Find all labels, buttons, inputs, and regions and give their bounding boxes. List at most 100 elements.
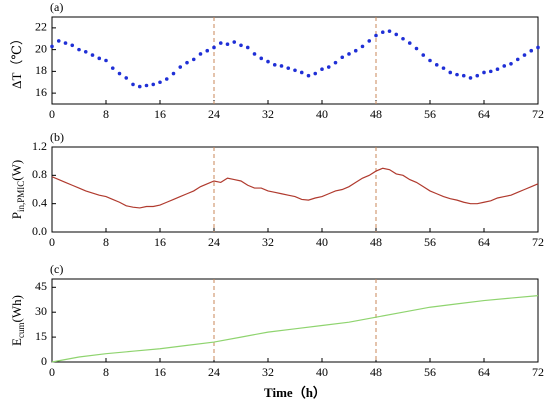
- y-tick-label: 45: [35, 279, 47, 293]
- data-point: [178, 65, 183, 69]
- x-tick-label: 24: [208, 235, 220, 249]
- panel-label: (b): [50, 130, 64, 144]
- data-point: [279, 64, 284, 68]
- data-point: [522, 53, 527, 57]
- y-label-main: P: [9, 212, 24, 219]
- data-point: [239, 43, 243, 48]
- x-tick-label: 0: [49, 365, 55, 379]
- data-point: [333, 60, 338, 65]
- plot-frame: [51, 146, 539, 233]
- data-point: [367, 39, 372, 43]
- x-tick-label: 48: [370, 107, 382, 121]
- data-point: [488, 69, 493, 74]
- x-tick-label: 16: [154, 235, 166, 249]
- data-point: [495, 67, 500, 71]
- data-point: [306, 73, 311, 78]
- x-tick-label: 24: [208, 107, 220, 121]
- y-tick-label: 1.2: [32, 139, 47, 153]
- data-point: [158, 80, 162, 85]
- y-axis-label: Ecum(Wh): [9, 295, 26, 346]
- x-tick-label: 32: [262, 235, 274, 249]
- y-tick-label: 20: [35, 41, 47, 55]
- data-point: [144, 83, 149, 88]
- x-tick-label: 40: [316, 235, 328, 249]
- x-tick-label: 40: [316, 365, 328, 379]
- data-point: [414, 46, 419, 51]
- y-tick-label: 18: [35, 63, 47, 77]
- panel-label: (a): [50, 0, 63, 14]
- data-point: [536, 45, 540, 50]
- data-point: [286, 66, 291, 70]
- data-point: [502, 64, 507, 68]
- data-point: [164, 77, 169, 81]
- data-point: [50, 44, 54, 49]
- data-point: [83, 50, 88, 54]
- data-point: [407, 41, 412, 45]
- data-point: [97, 56, 102, 61]
- data-point: [137, 84, 142, 89]
- data-point: [515, 57, 520, 62]
- data-point: [360, 44, 365, 49]
- y-axis-label: Pin,PMIC(W): [9, 160, 26, 219]
- y-axis-label: ΔT（℃）: [9, 32, 24, 89]
- y-label-sub: cum: [16, 322, 26, 338]
- x-tick-label: 0: [49, 107, 55, 121]
- x-tick-label: 48: [370, 235, 382, 249]
- data-point: [313, 71, 318, 76]
- data-point: [401, 36, 405, 41]
- data-point: [104, 58, 108, 63]
- x-tick-label: 8: [103, 107, 109, 121]
- data-point: [394, 32, 399, 37]
- data-point: [340, 55, 345, 60]
- data-point: [259, 56, 264, 61]
- x-tick-label: 0: [49, 235, 55, 249]
- data-point: [198, 52, 203, 56]
- y-tick-label: 0.4: [32, 195, 47, 209]
- x-tick-label: 56: [424, 107, 436, 121]
- y-tick-label: 16: [35, 85, 47, 99]
- x-tick-label: 16: [154, 107, 166, 121]
- data-point: [320, 67, 324, 71]
- data-point: [299, 70, 304, 75]
- data-point: [387, 29, 392, 33]
- data-point: [326, 65, 331, 69]
- x-tick-label: 64: [478, 365, 490, 379]
- y-tick-label: 15: [35, 329, 47, 343]
- data-point: [529, 48, 534, 53]
- data-line: [51, 295, 539, 363]
- data-point: [63, 41, 68, 45]
- x-tick-label: 40: [316, 107, 328, 121]
- data-point: [218, 41, 223, 45]
- y-tick-label: 0.8: [32, 167, 47, 181]
- data-line: [51, 167, 539, 209]
- data-point: [374, 33, 378, 38]
- data-point: [124, 76, 129, 80]
- data-point: [272, 63, 277, 67]
- data-point: [434, 63, 439, 67]
- data-point: [441, 66, 446, 70]
- data-point: [117, 71, 122, 76]
- y-tick-label: 30: [35, 304, 47, 318]
- data-point: [266, 59, 270, 64]
- data-point: [110, 66, 115, 70]
- data-point: [171, 71, 176, 76]
- y-label-unit: (Wh): [9, 295, 24, 322]
- data-point: [475, 73, 480, 78]
- x-tick-label: 8: [103, 235, 109, 249]
- x-tick-label: 24: [208, 365, 220, 379]
- panel-label: (c): [50, 262, 63, 276]
- x-tick-label: 32: [262, 365, 274, 379]
- data-point: [380, 30, 385, 35]
- data-point: [293, 68, 297, 73]
- data-point: [191, 57, 196, 62]
- y-label-unit: (W): [9, 160, 24, 181]
- data-point: [185, 60, 189, 65]
- x-tick-label: 72: [532, 107, 544, 121]
- data-point: [509, 61, 513, 66]
- plot-frame: [51, 278, 539, 363]
- x-tick-label: 64: [478, 235, 490, 249]
- x-tick-label: 72: [532, 365, 544, 379]
- data-point: [205, 48, 210, 53]
- x-tick-label: 56: [424, 235, 436, 249]
